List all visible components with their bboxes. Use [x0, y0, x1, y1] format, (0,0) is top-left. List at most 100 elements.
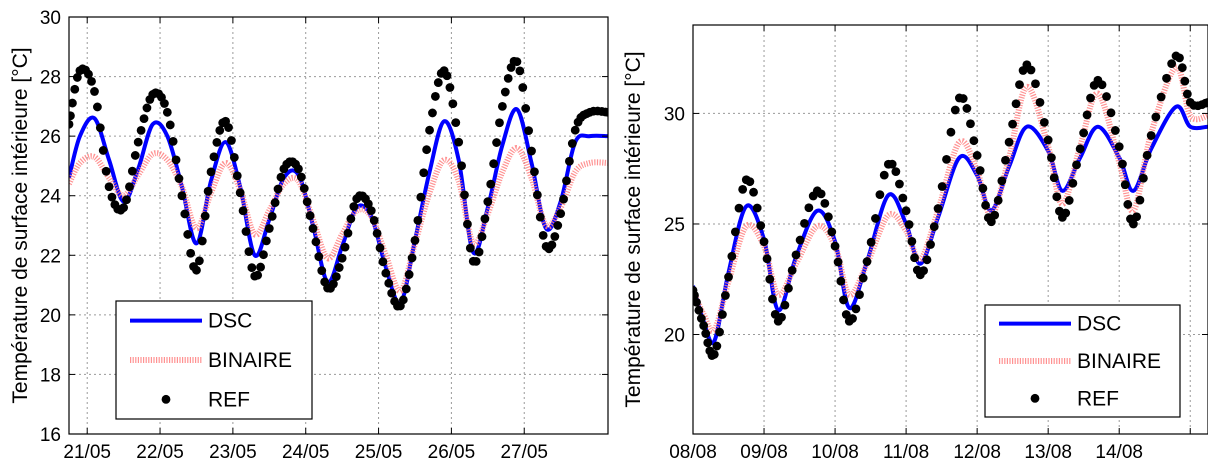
ref-point: [1064, 196, 1074, 205]
ref-point: [337, 253, 347, 263]
ref-point: [1123, 200, 1133, 209]
ref-point: [696, 314, 706, 323]
ref-point: [460, 190, 469, 200]
ref-point: [224, 123, 233, 132]
ref-point: [375, 243, 385, 253]
ref-point: [942, 155, 951, 164]
ref-point: [1011, 99, 1021, 109]
ref-point: [1129, 219, 1138, 229]
ref-point: [693, 297, 701, 307]
ref-point: [1061, 208, 1071, 218]
ref-point: [378, 257, 388, 267]
ref-point: [538, 230, 548, 240]
ref-point: [500, 87, 510, 97]
legend-label: DSC: [208, 310, 252, 333]
ref-point: [1120, 180, 1130, 190]
ref-point: [398, 295, 408, 305]
ref-point: [858, 273, 868, 283]
y-ticks: 20 25 30: [664, 104, 1208, 347]
ref-point: [206, 167, 216, 177]
ref-point: [933, 204, 943, 213]
ref-point: [694, 305, 704, 315]
plot-area: [693, 51, 1208, 360]
ref-point: [730, 227, 740, 237]
ref-point: [800, 218, 809, 228]
ref-point: [1068, 178, 1078, 188]
ref-point: [90, 87, 99, 96]
x-tick-label: 13/08: [1024, 442, 1072, 463]
ref-point: [975, 166, 985, 175]
series-points-ref: [693, 51, 1208, 360]
ref-point: [712, 341, 722, 351]
ref-point: [401, 284, 411, 294]
x-tick-label: 27/05: [500, 442, 548, 463]
ref-point: [929, 222, 939, 232]
ref-point: [192, 265, 201, 275]
ref-point: [497, 101, 507, 111]
ref-point: [267, 211, 277, 221]
ref-point: [699, 321, 709, 331]
ref-point: [777, 312, 786, 322]
ref-point: [527, 146, 536, 156]
ref-point: [419, 168, 429, 178]
ref-point: [183, 230, 193, 239]
ref-point: [122, 195, 131, 205]
ref-point: [1175, 53, 1184, 63]
ref-point: [177, 191, 187, 201]
ref-point: [404, 270, 414, 279]
ref-point: [701, 329, 711, 338]
ref-point: [87, 76, 96, 86]
ref-point: [1180, 76, 1190, 86]
ref-point: [1015, 80, 1024, 90]
ref-point: [363, 199, 373, 209]
ref-point: [308, 224, 318, 233]
ref-point: [1086, 93, 1095, 103]
ref-point: [238, 206, 248, 216]
ref-point: [422, 145, 432, 155]
ref-point: [247, 263, 257, 273]
ref-point: [372, 229, 382, 238]
ref-point: [535, 212, 545, 222]
ref-point: [428, 108, 437, 118]
ref-point: [273, 184, 283, 194]
ref-point: [780, 300, 790, 310]
ref-point: [1110, 126, 1120, 135]
y-tick-label: 30: [40, 8, 61, 29]
ref-point: [1082, 110, 1092, 120]
legend: DSC BINAIRE REF: [984, 304, 1181, 418]
ref-point: [972, 151, 982, 160]
legend-label: BINAIRE: [1077, 350, 1161, 373]
ref-point: [1106, 108, 1116, 118]
y-ticks: 16 18 20 22 24 26 28 30: [40, 8, 608, 446]
ref-point: [84, 69, 93, 79]
ref-point: [827, 227, 837, 237]
ref-point: [816, 189, 826, 199]
ref-point: [848, 314, 857, 323]
ref-point: [334, 263, 344, 272]
ref-point: [926, 240, 935, 249]
ref-point: [887, 159, 897, 169]
ref-point: [1047, 153, 1056, 163]
ref-point: [521, 104, 531, 113]
ref-point: [946, 127, 956, 137]
ref-point: [756, 221, 766, 231]
ref-point: [1031, 79, 1040, 89]
ref-point: [871, 214, 880, 223]
ref-point: [762, 254, 772, 264]
ref-point: [830, 241, 840, 251]
ref-point: [820, 198, 830, 208]
x-tick-label: 22/05: [136, 442, 184, 463]
ref-point: [841, 310, 851, 319]
ref-point: [1049, 173, 1059, 183]
ref-point: [433, 78, 443, 87]
ref-point: [413, 216, 423, 225]
ref-point: [463, 219, 472, 229]
ref-point: [1142, 150, 1152, 160]
ref-point: [340, 242, 350, 252]
ref-point: [879, 170, 889, 180]
ref-point: [305, 211, 315, 221]
chart-left: 21/05 22/05 23/05 24/05 25/05 26/05 27/0516182…: [9, 8, 609, 463]
ref-point: [471, 256, 481, 266]
ref-point: [898, 193, 908, 203]
ref-point: [133, 137, 143, 147]
